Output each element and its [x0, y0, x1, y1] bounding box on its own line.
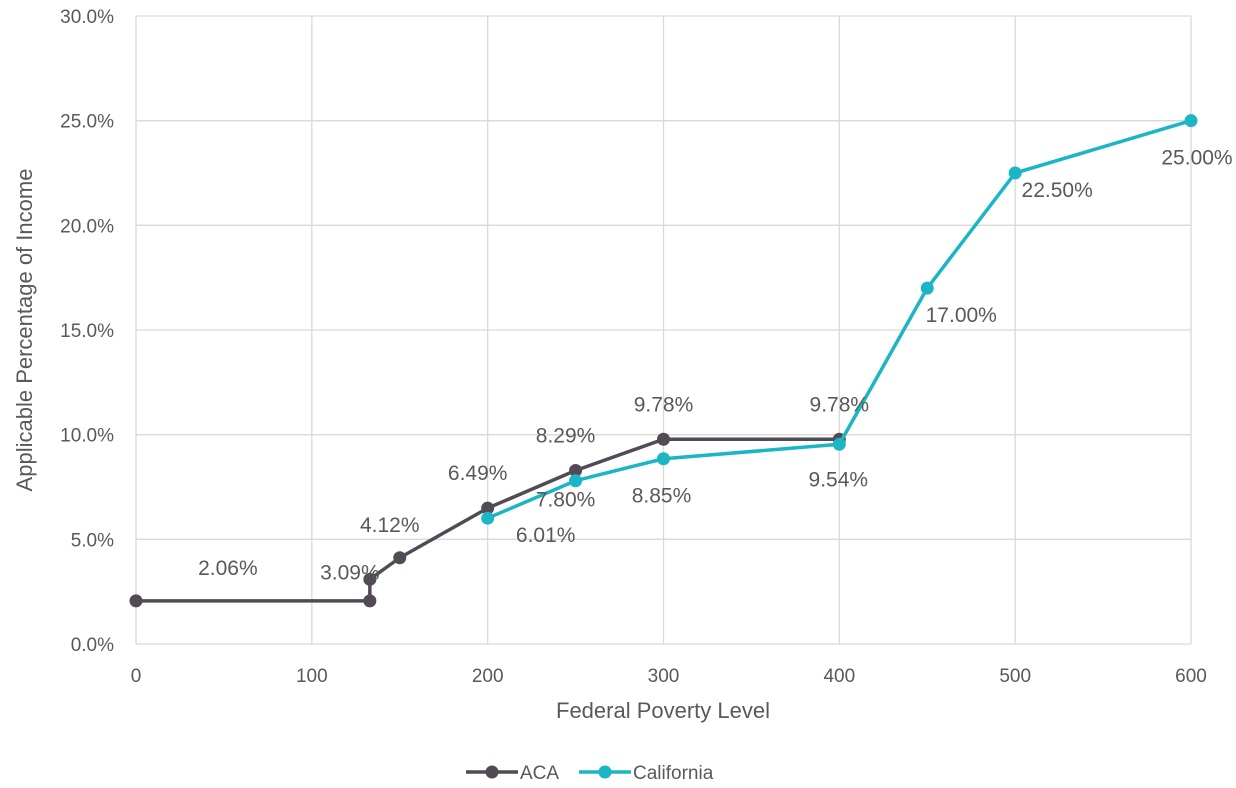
y-tick-label: 30.0% — [60, 7, 114, 28]
data-label: 2.06% — [198, 557, 258, 580]
y-tick-label: 5.0% — [71, 530, 114, 551]
data-point — [832, 437, 846, 451]
data-point — [569, 463, 583, 477]
series-layer — [129, 114, 1198, 608]
data-label: 22.50% — [1022, 179, 1093, 202]
legend-label-1: California — [633, 763, 714, 784]
data-point — [569, 474, 583, 488]
x-axis-title: Federal Poverty Level — [556, 698, 770, 723]
legend: ACA California — [466, 763, 714, 784]
gridlines — [135, 15, 1192, 645]
x-tick-label: 100 — [296, 666, 328, 687]
y-axis-title: Applicable Percentage of Income — [12, 169, 37, 492]
data-point — [1008, 166, 1022, 180]
legend-marker-0 — [485, 765, 499, 779]
x-tick-label: 200 — [472, 666, 504, 687]
data-label: 8.85% — [632, 485, 692, 508]
data-point — [481, 501, 495, 515]
data-point — [481, 511, 495, 525]
y-tick-label: 25.0% — [60, 112, 114, 133]
data-label: 17.00% — [926, 304, 997, 327]
legend-label-0: ACA — [520, 763, 559, 784]
data-point — [920, 281, 934, 295]
data-label: 6.49% — [448, 462, 508, 485]
x-tick-label: 500 — [999, 666, 1031, 687]
x-tick-label: 300 — [648, 666, 680, 687]
data-point — [1184, 114, 1198, 128]
data-label: 9.54% — [809, 468, 869, 491]
y-tick-label: 20.0% — [60, 216, 114, 237]
data-label: 3.09% — [320, 561, 380, 584]
legend-marker-1 — [598, 765, 612, 779]
data-point — [129, 594, 143, 608]
data-label: 4.12% — [360, 514, 420, 537]
data-label: 9.78% — [634, 393, 694, 416]
data-label: 6.01% — [516, 524, 576, 547]
x-tick-label: 0 — [131, 666, 142, 687]
x-axis-ticks: 0 100 200 300 400 500 600 — [131, 666, 1207, 687]
data-label: 7.80% — [536, 489, 596, 512]
x-tick-label: 600 — [1175, 666, 1207, 687]
y-tick-label: 10.0% — [60, 426, 114, 447]
data-point — [657, 452, 670, 466]
data-label: 25.00% — [1161, 147, 1232, 170]
data-point — [363, 572, 377, 586]
data-label: 8.29% — [536, 424, 596, 447]
y-tick-label: 0.0% — [71, 635, 114, 656]
x-tick-label: 400 — [823, 666, 855, 687]
data-label: 9.78% — [810, 393, 870, 416]
data-labels: 2.06% 3.09% 4.12% 6.49% 8.29% 9.78% 9.78% 6.01%… — [198, 147, 1233, 585]
y-axis-ticks: 0.0% 5.0% 10.0% 15.0% 20.0% 25.0% 30.0% — [60, 7, 114, 656]
y-tick-label: 15.0% — [60, 321, 114, 342]
data-point — [363, 594, 377, 608]
data-point — [657, 432, 670, 446]
data-point — [393, 551, 407, 565]
